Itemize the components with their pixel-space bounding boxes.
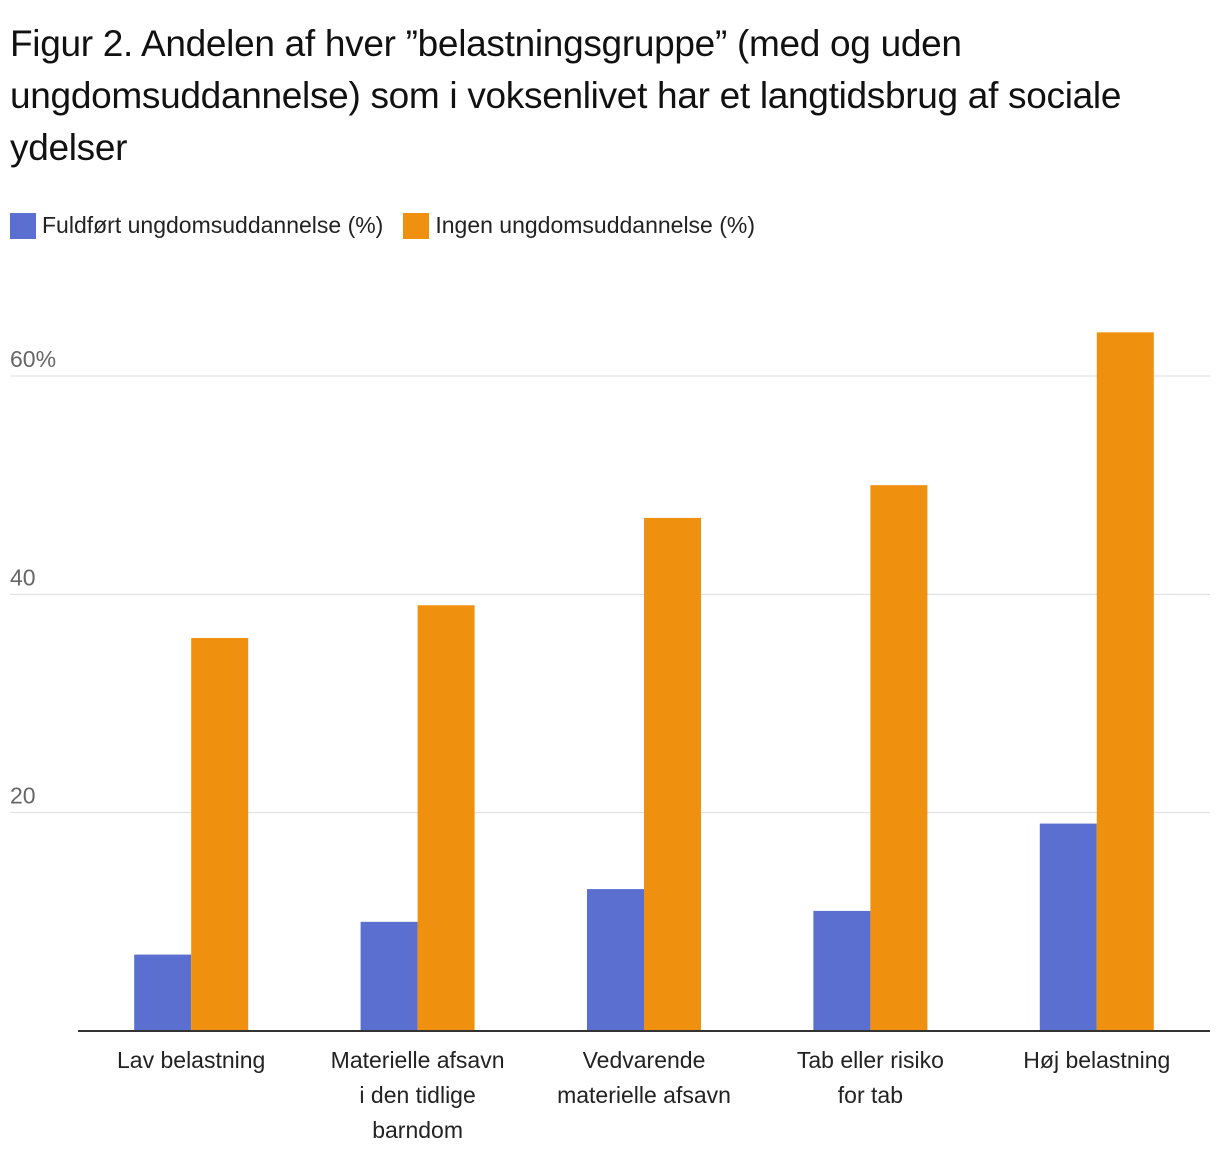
legend-label-ingen: Ingen ungdomsuddannelse (%) <box>435 212 756 238</box>
x-tick-label-line: Tab eller risiko <box>797 1047 944 1073</box>
x-tick-label-line: Høj belastning <box>1023 1047 1170 1073</box>
x-tick-label-cat4: Tab eller risiko for tab <box>797 1047 944 1108</box>
x-tick-label-line: barndom <box>372 1117 463 1143</box>
x-tick-label-line: Lav belastning <box>117 1047 265 1073</box>
x-tick-label-line: i den tidlige <box>359 1082 475 1108</box>
x-tick-label-cat3: Vedvarende materielle afsavn <box>557 1047 731 1108</box>
y-tick-label-60: 60% <box>10 346 56 372</box>
x-tick-label-line: Vedvarende <box>583 1047 706 1073</box>
bar-series2-cat2 <box>417 605 475 1031</box>
x-tick-label-cat2: Materielle afsavn i den tidlige barndom <box>331 1047 505 1143</box>
legend-label-fuldfoert: Fuldført ungdomsuddannelse (%) <box>42 212 384 238</box>
y-tick-label-40: 40 <box>10 564 36 590</box>
bar-series1-cat3 <box>587 889 644 1031</box>
legend-item-fuldfoert: Fuldført ungdomsuddannelse (%) <box>10 212 383 239</box>
bar-series1-cat2 <box>360 921 418 1031</box>
x-tick-label-line: materielle afsavn <box>557 1082 731 1108</box>
bar-series2-cat4 <box>870 485 928 1032</box>
bar-series1-cat4 <box>813 910 871 1031</box>
y-tick-label-20: 20 <box>10 783 36 809</box>
bar-series2-cat1 <box>191 638 249 1031</box>
bar-series2-cat5 <box>1096 332 1154 1031</box>
x-tick-label-line: for tab <box>838 1082 903 1108</box>
bar-series2-cat3 <box>644 517 701 1031</box>
legend-swatch-fuldfoert <box>10 212 36 239</box>
x-tick-label-cat5: Høj belastning <box>1023 1047 1170 1073</box>
x-tick-label-line: Materielle afsavn <box>331 1047 505 1073</box>
legend-item-ingen: Ingen ungdomsuddannelse (%) <box>403 212 755 239</box>
bar-series1-cat5 <box>1039 823 1097 1031</box>
chart-title: Figur 2. Andelen af hver ”belastningsgru… <box>10 23 1122 168</box>
x-tick-label-cat1: Lav belastning <box>117 1047 265 1073</box>
legend-swatch-ingen <box>403 212 430 239</box>
bar-series1-cat1 <box>134 954 192 1031</box>
legend: Fuldført ungdomsuddannelse (%) Ingen ung… <box>10 212 775 239</box>
